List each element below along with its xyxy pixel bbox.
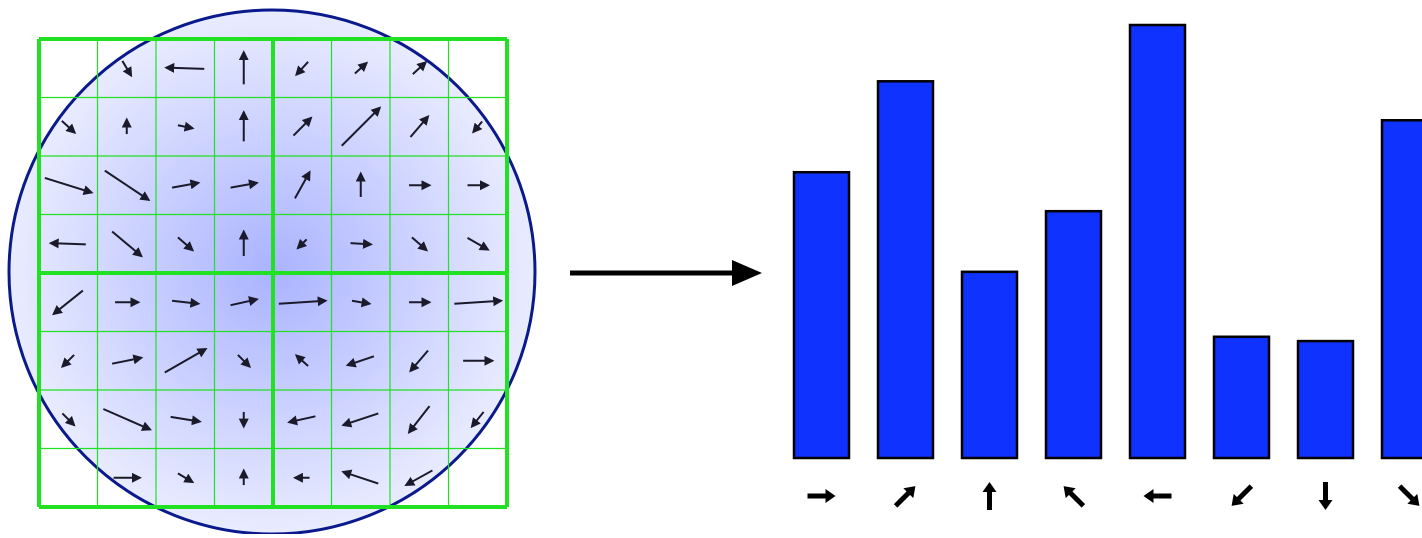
right-arrow-icon xyxy=(807,489,836,503)
direction-head xyxy=(1143,489,1154,503)
gradient-arrow xyxy=(177,472,195,484)
gradient-arrow xyxy=(404,469,433,487)
gradient-arrow xyxy=(287,415,316,426)
direction-head xyxy=(903,486,916,499)
gradient-arrow xyxy=(121,60,133,78)
up-arrow-icon xyxy=(982,482,997,510)
up-left-arrow-icon xyxy=(1063,486,1086,508)
gradient-arrow xyxy=(237,354,252,369)
gradient-arrow xyxy=(278,296,328,307)
gradient-arrow xyxy=(48,238,86,249)
gradient-arrow xyxy=(44,176,94,195)
gradient-arrow xyxy=(354,61,369,75)
gradient-arrow xyxy=(341,412,379,428)
left-arrow-icon xyxy=(1143,489,1172,503)
gradient-arrow xyxy=(341,106,382,147)
transition-arrow xyxy=(570,260,762,286)
gradient-arrow xyxy=(230,179,259,190)
gradient-arrow xyxy=(170,415,202,426)
down-arrow-icon xyxy=(1318,482,1333,510)
histogram-bar xyxy=(1212,335,1271,460)
gradient-arrow xyxy=(171,297,201,308)
gradient-arrow xyxy=(177,121,195,132)
histogram-bar xyxy=(1128,23,1187,460)
gradient-patch xyxy=(7,8,537,536)
orientation-histogram xyxy=(792,23,1422,460)
histogram-bar xyxy=(960,270,1019,460)
gradient-arrows xyxy=(44,50,504,487)
gradient-arrow xyxy=(294,170,311,199)
gradient-arrow xyxy=(102,408,152,431)
gradient-arrow xyxy=(295,61,309,77)
gradient-arrow xyxy=(351,297,372,308)
histogram-bar xyxy=(1296,339,1355,460)
gradient-arrow xyxy=(171,179,201,190)
histogram-bar xyxy=(1380,119,1422,460)
gradient-arrow xyxy=(230,296,259,307)
down-left-arrow-icon xyxy=(1231,484,1254,506)
gradient-arrow xyxy=(60,354,75,369)
direction-head xyxy=(1231,493,1244,506)
gradient-arrow xyxy=(470,411,485,429)
gradient-arrow xyxy=(164,348,208,374)
gradient-arrow xyxy=(61,412,76,427)
gradient-arrow xyxy=(296,238,308,250)
direction-head xyxy=(1063,486,1076,499)
gradient-arrow xyxy=(61,120,77,134)
sample-grid xyxy=(37,37,509,509)
direction-head xyxy=(1407,493,1420,506)
gradient-arrow xyxy=(52,289,84,316)
gradient-arrow xyxy=(454,296,504,307)
gradient-arrow xyxy=(350,238,373,249)
gradient-arrow xyxy=(409,114,430,138)
histogram-bar xyxy=(1044,209,1103,460)
gradient-arrow xyxy=(111,230,143,258)
gradient-arrow xyxy=(294,354,309,367)
gradient-arrow xyxy=(111,354,144,365)
gradient-arrow xyxy=(345,355,375,368)
direction-icons xyxy=(807,482,1420,510)
gradient-arrow xyxy=(164,62,205,73)
down-right-arrow-icon xyxy=(1397,484,1420,506)
gradient-arrow xyxy=(467,237,490,251)
gradient-arrow xyxy=(292,116,313,137)
gradient-arrow xyxy=(104,169,151,201)
direction-head xyxy=(982,482,997,492)
gradient-arrow xyxy=(407,405,431,434)
histogram-bar xyxy=(876,80,935,460)
gradient-arrow xyxy=(411,236,429,252)
gradient-arrow xyxy=(341,469,379,485)
up-right-arrow-icon xyxy=(893,486,916,508)
gradient-arrow xyxy=(177,236,195,252)
direction-head xyxy=(1318,500,1333,510)
gradient-arrow xyxy=(412,61,428,75)
direction-head xyxy=(825,489,836,503)
histogram-bar xyxy=(792,170,851,460)
gradient-arrow xyxy=(472,120,483,134)
gradient-arrow xyxy=(409,349,429,373)
